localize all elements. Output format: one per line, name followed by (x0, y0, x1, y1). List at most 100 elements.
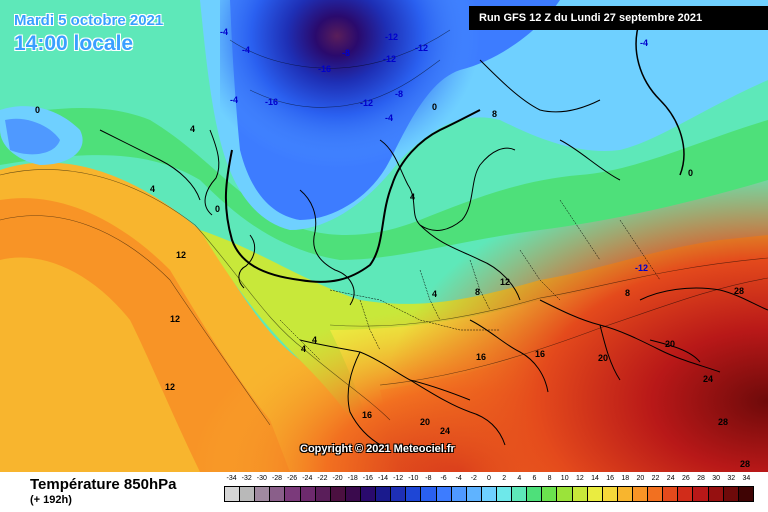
scale-swatch (527, 487, 543, 501)
scale-swatch (648, 487, 664, 501)
scale-tick-label: -8 (425, 475, 432, 482)
scale-tick-label: 16 (606, 475, 615, 482)
scale-tick-label: 6 (532, 475, 537, 482)
scale-tick-label: 14 (591, 475, 599, 482)
map-label: 16 (535, 349, 545, 359)
scale-swatch (663, 487, 679, 501)
copyright-notice: Copyright © 2021 Meteociel.fr (300, 443, 455, 455)
scale-tick-label: -18 (347, 475, 358, 482)
scale-tick-label: -30 (256, 475, 267, 482)
scale-swatch (496, 487, 513, 501)
map-label: 0 (688, 168, 693, 178)
map-label: 8 (475, 287, 480, 297)
map-label: 16 (476, 352, 486, 362)
map-label: -8 (395, 89, 403, 99)
scale-swatch (708, 487, 724, 501)
map-label: 12 (165, 382, 175, 392)
scale-tick-label: 4 (517, 475, 522, 482)
map-label: 24 (703, 374, 713, 384)
scale-tick-label: -16 (362, 475, 373, 482)
scale-swatch (360, 487, 377, 501)
map-label: 12 (500, 277, 510, 287)
map-label: 8 (492, 109, 497, 119)
map-label: 4 (410, 192, 415, 202)
scale-swatch (587, 487, 603, 501)
scale-tick-label: -2 (470, 475, 477, 482)
map-label: 24 (440, 426, 450, 436)
forecast-time: 14:00 locale (14, 32, 134, 55)
polar-core (220, 0, 480, 240)
scale-swatch (602, 487, 618, 501)
scale-swatch (270, 487, 286, 501)
zero-isotherm (224, 109, 481, 283)
scale-swatch (240, 487, 256, 501)
map-label: -4 (242, 45, 250, 55)
scale-tick-label: 8 (547, 475, 552, 482)
scale-swatch (391, 487, 407, 501)
scale-swatch (617, 487, 633, 501)
map-label: 20 (665, 339, 675, 349)
map-label: 4 (301, 344, 306, 354)
scale-swatch (345, 487, 361, 501)
scale-swatch (723, 487, 739, 501)
map-label: 28 (734, 286, 744, 296)
isotherms (0, 29, 768, 426)
map-label: 12 (176, 250, 186, 260)
scale-swatch (632, 487, 649, 501)
country-borders (279, 199, 661, 361)
scale-tick-label: 20 (636, 475, 645, 482)
map-label: 28 (740, 459, 750, 469)
temperature-map: -4 -8 -12 -12 -16 -12 -16 -8 -12 -4 -4 -… (0, 0, 768, 472)
map-label: -12 (635, 263, 648, 273)
map-label: -12 (360, 98, 373, 108)
map-label: 20 (420, 417, 430, 427)
scale-swatch (406, 487, 422, 501)
scale-tick-label: 10 (560, 475, 569, 482)
map-label: -4 (640, 38, 648, 48)
scale-swatch (421, 487, 437, 501)
map-label: 4 (312, 335, 317, 345)
coastlines (99, 59, 768, 449)
map-label: -8 (342, 48, 350, 58)
scale-swatch (300, 487, 316, 501)
map-label: -12 (383, 54, 396, 64)
scale-tick-labels: -34 -32 -30 -28 -26 -24 -22 -20 -18 -16 -14 -12 -10-… (224, 475, 754, 485)
scale-tick-label: 28 (697, 475, 705, 482)
scale-tick-label: -6 (440, 475, 447, 482)
zero-isotherm-east (635, 19, 685, 176)
atlantic-cold-core (5, 118, 60, 155)
scale-tick-label: -10 (408, 475, 419, 482)
scale-swatch (330, 487, 346, 501)
legend-panel: Température 850hPa (+ 192h) -34 -32 -30 -2 8… (0, 472, 768, 512)
map-label: 0 (35, 105, 40, 115)
scale-swatch (572, 487, 588, 501)
scale-tick-label: 32 (727, 475, 736, 482)
scale-tick-label: 26 (681, 475, 690, 482)
map-label: 8 (625, 288, 630, 298)
scale-tick-label: -32 (241, 475, 252, 482)
scale-swatch (285, 487, 301, 501)
isotherm-labels: -4 -8 -12 -12 -16 -12 -16 -8 -12 -4 -4 -… (35, 27, 750, 469)
map-label: 16 (362, 410, 372, 420)
map-label: 4 (432, 289, 437, 299)
map-label: -12 (385, 32, 398, 42)
map-label: -4 (385, 113, 393, 123)
scale-tick-label: 12 (575, 475, 584, 482)
map-canvas: -4 -8 -12 -12 -16 -12 -16 -8 -12 -4 -4 -… (0, 0, 768, 472)
scale-tick-label: -14 (377, 475, 389, 482)
map-label: -4 (220, 27, 228, 37)
scale-tick-label: 2 (502, 475, 507, 482)
scale-swatch (436, 487, 452, 501)
scale-tick-label: -24 (302, 475, 313, 482)
map-label: 4 (190, 124, 195, 134)
scale-swatch (557, 487, 573, 501)
legend-subtitle: (+ 192h) (30, 494, 72, 506)
scale-swatch (693, 487, 709, 501)
model-run-banner: Run GFS 12 Z du Lundi 27 septembre 2021 (469, 6, 768, 30)
legend-title: Température 850hPa (30, 476, 177, 493)
map-label: -16 (318, 64, 331, 74)
forecast-date: Mardi 5 octobre 2021 (14, 12, 164, 29)
map-label: 4 (150, 184, 155, 194)
scale-tick-label: -34 (226, 475, 237, 482)
scale-swatch (466, 487, 482, 501)
